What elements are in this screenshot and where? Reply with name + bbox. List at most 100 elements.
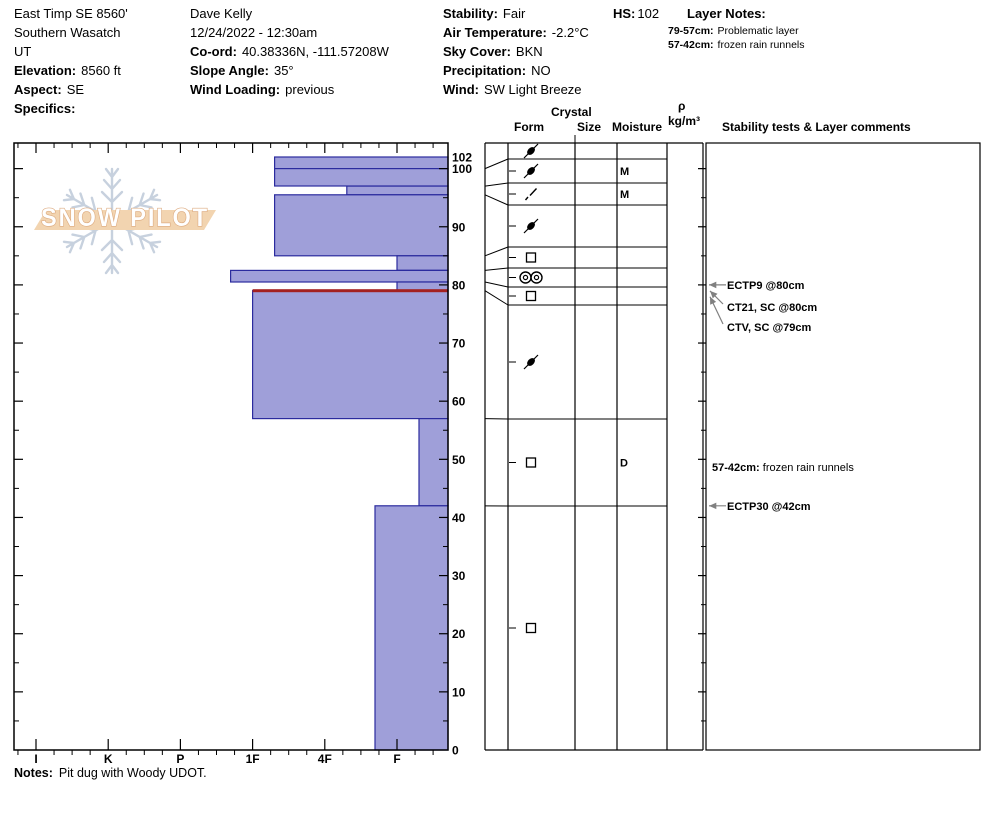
slope-angle-label: Slope Angle:: [190, 63, 269, 78]
layer-bar-102-100cm: [274, 156, 449, 170]
depth-leader: [484, 158, 509, 170]
hardness-plot-border: [13, 142, 449, 751]
region: Southern Wasatch: [14, 25, 121, 40]
layer-bar-82.5-80.5cm: [230, 269, 449, 283]
location-block: East Timp SE 8560' Southern Wasatch UT E…: [14, 4, 128, 118]
grain-form-symbol-oval-slash: [523, 354, 539, 370]
grain-form-symbol-square: [525, 622, 537, 634]
hardness-label-F: F: [393, 752, 400, 766]
aspect-value: SE: [66, 82, 85, 97]
grain-form-symbol-oval-slash: [523, 163, 539, 179]
coord-value: 40.38336N, -111.57208W: [241, 44, 389, 59]
grain-glyph-part: [527, 147, 535, 155]
layer-note-1-range: 79-57cm:: [668, 25, 714, 37]
air-temp-line: Air Temperature: -2.2°C: [443, 23, 589, 42]
notes-label: Notes:: [14, 766, 53, 780]
moisture-column-header: Moisture: [612, 120, 663, 134]
layer-note-2-range: 57-42cm:: [668, 39, 714, 51]
precipitation-label: Precipitation:: [443, 63, 527, 78]
grain-glyph-part: [525, 457, 537, 468]
layer-note-2: 57-42cm: frozen rain runnels: [668, 38, 805, 52]
wind-line: Wind: SW Light Breeze: [443, 80, 589, 99]
depth-leader: [484, 194, 509, 206]
depth-leader: [484, 281, 509, 288]
grain-glyph-part: [522, 274, 529, 281]
pit-datetime: 12/24/2022 - 12:30am: [190, 25, 318, 40]
wind-loading-value: previous: [285, 82, 335, 97]
depth-leader: [484, 182, 509, 187]
watermark-text: SNOW PILOT: [41, 204, 209, 232]
aspect-line: Aspect: SE: [14, 80, 128, 99]
depth-label-102: 102: [452, 151, 472, 165]
depth-label-70: 70: [452, 337, 466, 351]
stability-test-label: ECTP30 @42cm: [727, 501, 811, 513]
snowflake-icon: [100, 167, 124, 223]
depth-label-60: 60: [452, 395, 466, 409]
slope-angle-line: Slope Angle: 35°: [190, 61, 389, 80]
layer-bar-79-57cm: [252, 290, 449, 420]
observer-block: Dave Kelly 12/24/2022 - 12:30am Co-ord: 4…: [190, 4, 389, 99]
layer-bar-97-95.5cm: [346, 185, 449, 196]
grain-form-symbol-slash: [524, 188, 538, 201]
layer-notes-title: Layer Notes:: [687, 6, 766, 21]
precipitation-value: NO: [531, 63, 551, 78]
layer-bar-57-42cm: [418, 418, 449, 507]
wind-loading-line: Wind Loading: previous: [190, 80, 389, 99]
layer-bar-85-82.5cm: [396, 255, 449, 271]
stability-label: Stability:: [443, 6, 498, 21]
grain-glyph-part: [525, 290, 537, 302]
grain-glyph-part: [519, 271, 532, 284]
depth-leader: [484, 267, 509, 271]
crystal-column-header: Crystal: [551, 105, 592, 119]
grain-form-symbol-oval-slash: [523, 143, 539, 159]
state: UT: [14, 44, 32, 59]
hardness-label-1F: 1F: [246, 752, 260, 766]
moisture-value: D: [620, 458, 628, 470]
precipitation-line: Precipitation: NO: [443, 61, 589, 80]
stability-test-label: CTV, SC @79cm: [727, 322, 812, 334]
layer-bar-100-97cm: [274, 168, 449, 187]
grain-glyph-part: [525, 252, 537, 263]
grain-glyph-part: [527, 358, 535, 366]
hardness-label-I: I: [34, 752, 37, 766]
hs-label: HS:: [613, 6, 636, 21]
moisture-value: M: [620, 189, 629, 201]
hs-value: 102: [637, 6, 660, 21]
coord-line: Co-ord: 40.38336N, -111.57208W: [190, 42, 389, 61]
comments-column-header: Stability tests & Layer comments: [722, 120, 911, 134]
depth-label-100: 100: [452, 162, 472, 176]
hardness-label-P: P: [176, 752, 184, 766]
arrow-head: [710, 290, 718, 299]
layer-note-1: 79-57cm: Problematic layer: [668, 24, 799, 38]
stability-line: Stability: Fair: [443, 4, 589, 23]
grain-glyph-part: [533, 274, 540, 281]
coord-label: Co-ord:: [190, 44, 237, 59]
stability-test-label: 57-42cm: frozen rain runnels: [712, 462, 854, 474]
sky-cover-line: Sky Cover: BKN: [443, 42, 589, 61]
pit-name: East Timp SE 8560': [14, 6, 128, 21]
layer-note-1-text: Problematic layer: [717, 25, 799, 37]
air-temp-value: -2.2°C: [551, 25, 589, 40]
sky-cover-value: BKN: [515, 44, 543, 59]
sky-cover-label: Sky Cover:: [443, 44, 511, 59]
hardness-label-4F: 4F: [318, 752, 332, 766]
notes-line: Notes: Pit dug with Woody UDOT.: [14, 766, 207, 780]
elevation-line: Elevation: 8560 ft: [14, 61, 128, 80]
arrow-head: [709, 502, 717, 510]
depth-label-0: 0: [452, 744, 459, 758]
layer-note-2-text: frozen rain runnels: [717, 39, 805, 51]
air-temp-label: Air Temperature:: [443, 25, 547, 40]
elevation-value: 8560 ft: [81, 63, 121, 78]
depth-label-50: 50: [452, 453, 466, 467]
moisture-value: M: [620, 166, 629, 178]
grain-form-symbol-square: [525, 252, 537, 263]
grain-form-symbol-oval-slash: [523, 218, 539, 234]
grain-glyph-part: [527, 222, 535, 230]
slope-angle-value: 35°: [273, 63, 294, 78]
specifics-line: Specifics:: [14, 99, 128, 118]
arrow-head: [709, 281, 717, 289]
depth-label-20: 20: [452, 627, 466, 641]
depth-label-30: 30: [452, 569, 466, 583]
watermark-banner: [34, 210, 216, 230]
stability-test-label: ECTP9 @80cm: [727, 280, 805, 292]
